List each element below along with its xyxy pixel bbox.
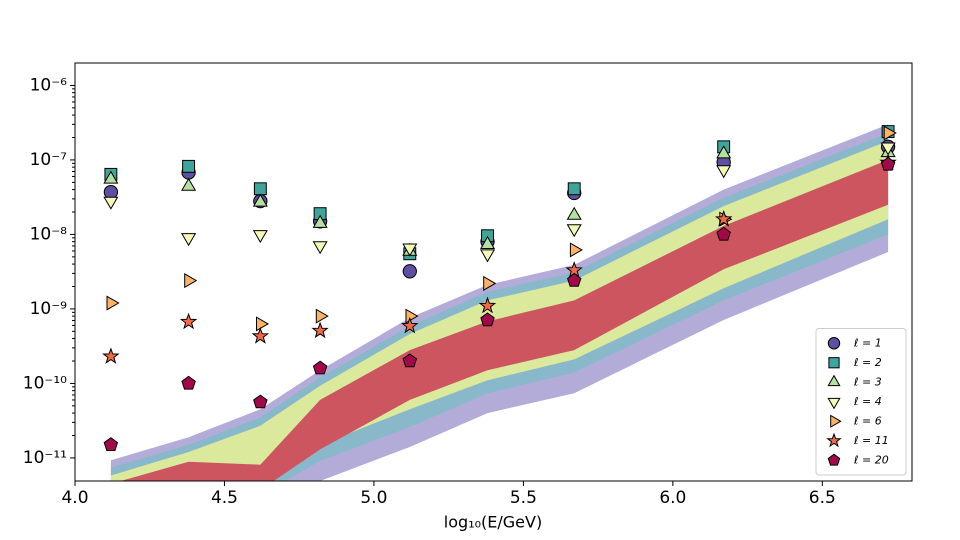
marker <box>716 226 731 241</box>
legend-marker <box>828 357 840 369</box>
legend-label: ℓ = 4 <box>853 395 882 408</box>
legend-label: ℓ = 6 <box>853 414 882 427</box>
marker <box>883 125 897 141</box>
x-axis-label: log₁₀(E/GeV) <box>444 513 542 532</box>
legend-label: ℓ = 3 <box>853 375 882 388</box>
x-tick-label: 4.0 <box>61 488 88 508</box>
marker <box>253 394 268 409</box>
legend-marker <box>827 397 841 410</box>
marker <box>256 316 269 332</box>
marker <box>312 214 328 228</box>
band <box>120 159 889 481</box>
marker <box>182 159 196 173</box>
marker <box>480 312 495 327</box>
marker <box>567 272 582 287</box>
marker <box>253 182 267 196</box>
tick-layer: 4.0 4.5 5.0 5.5 6.0 6.5 10⁻¹¹ 10⁻¹⁰ 10⁻⁹ 10⁻⁸ 10⁻⁷… <box>23 75 836 508</box>
legend-marker <box>827 453 841 466</box>
marker <box>401 316 419 334</box>
marker <box>402 243 418 257</box>
marker <box>402 264 417 279</box>
band-layer <box>110 124 889 481</box>
marker <box>181 375 196 390</box>
x-tick-label: 4.5 <box>211 488 238 508</box>
marker <box>478 296 497 314</box>
legend-label: ℓ = 2 <box>853 356 882 369</box>
x-tick-label: 5.5 <box>510 488 537 508</box>
marker <box>716 145 732 159</box>
marker <box>181 177 197 191</box>
y-tick-label: 10⁻¹¹ <box>23 448 67 468</box>
y-tick-label: 10⁻⁷ <box>30 150 68 170</box>
marker <box>252 230 268 244</box>
marker <box>480 249 496 263</box>
band <box>110 140 889 481</box>
marker <box>716 165 732 179</box>
marker <box>566 224 582 238</box>
marker <box>251 327 270 344</box>
marker <box>483 275 497 291</box>
marker <box>103 196 119 210</box>
marker <box>566 206 582 220</box>
marker <box>312 360 328 375</box>
marker <box>103 184 119 200</box>
legend-label: ℓ = 1 <box>853 336 882 349</box>
marker <box>480 235 496 249</box>
marker <box>880 156 896 171</box>
legend-label: ℓ = 11 <box>853 434 889 447</box>
marker <box>567 182 581 196</box>
marker <box>103 437 119 451</box>
y-tick-label: 10⁻⁸ <box>30 224 68 244</box>
marker <box>184 273 198 289</box>
y-tick-label: 10⁻¹⁰ <box>23 373 67 393</box>
legend-marker <box>827 337 841 350</box>
marker <box>311 321 329 339</box>
y-tick-label: 10⁻⁶ <box>30 75 68 95</box>
marker <box>181 233 197 247</box>
mark-layer <box>102 125 897 451</box>
marker <box>880 142 896 156</box>
marker <box>106 295 120 311</box>
legend-marker <box>827 374 841 387</box>
legend-marker <box>826 432 842 448</box>
marker <box>102 347 120 364</box>
marker <box>252 193 268 207</box>
marker <box>312 241 328 255</box>
legend: ℓ = 1 ℓ = 2 ℓ = 3 ℓ = 4 ℓ = 6 ℓ = 11 ℓ = 20 <box>815 328 907 476</box>
plot-frame <box>74 62 913 482</box>
legend-label: ℓ = 20 <box>853 453 889 466</box>
marker <box>315 308 329 324</box>
marker <box>103 170 119 184</box>
marker <box>569 242 583 258</box>
x-tick-label: 6.0 <box>659 488 686 508</box>
legend-marker <box>830 414 842 428</box>
x-tick-label: 6.5 <box>809 488 836 508</box>
marker <box>714 210 733 227</box>
marker <box>402 353 418 368</box>
marker <box>179 312 198 330</box>
x-tick-label: 5.0 <box>360 488 387 508</box>
y-tick-label: 10⁻⁹ <box>30 299 68 319</box>
